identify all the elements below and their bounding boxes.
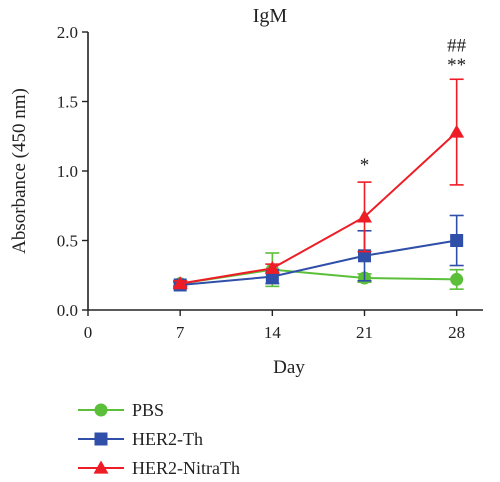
data-point <box>450 272 464 286</box>
series-her2-nitrath <box>172 78 465 290</box>
x-tick-label: 28 <box>448 323 465 342</box>
legend-label: HER2-Th <box>132 429 203 449</box>
legend-item-her2-th: HER2-Th <box>78 429 203 449</box>
y-tick-label: 2.0 <box>57 23 78 42</box>
annotations: ***## <box>360 35 467 176</box>
y-tick-label: 1.5 <box>57 93 78 112</box>
axes: 0.0 0.5 1.0 1.5 2.0 0 7 14 21 28 <box>57 23 483 342</box>
series-her2-th <box>173 214 464 292</box>
significance-mark: ** <box>447 55 466 76</box>
chart-title: IgM <box>253 5 288 27</box>
legend-item-pbs: PBS <box>78 400 164 420</box>
series-line <box>180 131 458 285</box>
legend-label: PBS <box>132 400 164 420</box>
x-tick-label: 14 <box>264 323 282 342</box>
y-tick-label: 0.5 <box>57 232 78 251</box>
y-tick-label: 0.0 <box>57 301 78 320</box>
data-point <box>264 260 280 274</box>
legend: PBS HER2-Th HER2-NitraTh <box>78 400 240 478</box>
y-axis-label: Absorbance (450 nm) <box>9 88 30 254</box>
x-tick-label: 0 <box>84 323 93 342</box>
significance-mark: * <box>360 155 370 176</box>
series-layer <box>172 78 465 292</box>
data-point <box>450 234 464 247</box>
x-axis-label: Day <box>273 357 305 378</box>
data-point <box>172 276 188 290</box>
legend-marker <box>93 460 109 474</box>
series-pbs <box>173 252 464 291</box>
x-tick-label: 7 <box>176 323 185 342</box>
data-point <box>358 249 371 263</box>
legend-marker <box>94 403 108 417</box>
data-point <box>357 209 372 223</box>
data-point <box>449 124 465 138</box>
x-tick-label: 21 <box>356 323 373 342</box>
legend-label: HER2-NitraTh <box>132 458 240 478</box>
legend-item-her2-nitrath: HER2-NitraTh <box>78 458 240 478</box>
significance-mark: ## <box>447 35 467 56</box>
y-tick-label: 1.0 <box>57 162 78 181</box>
legend-marker <box>94 432 108 446</box>
series-line <box>180 239 457 286</box>
